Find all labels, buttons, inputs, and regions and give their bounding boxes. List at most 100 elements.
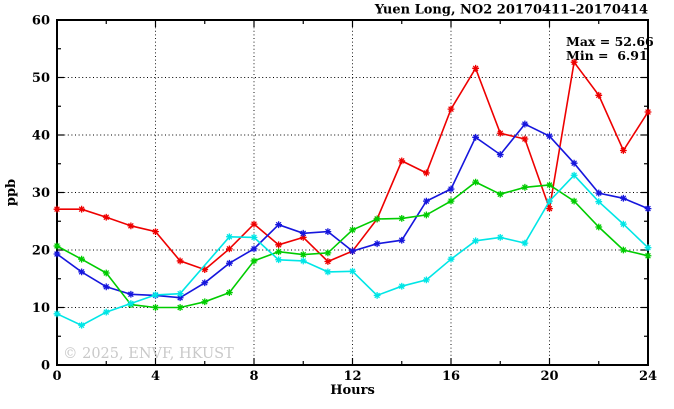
y-tick-label: 60 xyxy=(32,14,50,29)
data-point-marker xyxy=(127,222,135,230)
data-point-marker xyxy=(521,135,529,143)
data-point-marker xyxy=(78,268,86,276)
grid-lines xyxy=(57,20,648,365)
y-tick-labels: 0 10 20 30 40 50 60 xyxy=(32,14,50,374)
data-point-marker xyxy=(102,308,110,316)
data-point-marker xyxy=(225,289,233,296)
data-point-marker xyxy=(275,248,283,256)
x-tick-label: 20 xyxy=(540,369,558,384)
data-point-marker xyxy=(644,108,652,116)
data-point-marker xyxy=(176,290,184,298)
data-point-marker xyxy=(250,257,258,265)
data-point-marker xyxy=(521,239,529,247)
series-red xyxy=(53,58,652,273)
data-point-marker xyxy=(447,197,455,205)
data-point-marker xyxy=(570,171,578,179)
data-point-marker xyxy=(644,205,652,212)
y-axis-label: ppb xyxy=(4,179,19,206)
data-point-marker xyxy=(324,228,332,235)
data-point-marker xyxy=(176,304,184,311)
data-point-marker xyxy=(78,321,86,329)
data-point-marker xyxy=(422,211,430,219)
data-point-marker xyxy=(398,157,406,165)
data-point-marker xyxy=(595,91,603,99)
x-tick-label: 24 xyxy=(639,369,657,384)
y-tick-label: 40 xyxy=(32,129,50,144)
data-point-marker xyxy=(275,221,283,229)
data-point-marker xyxy=(570,58,578,66)
data-point-marker xyxy=(595,198,603,206)
data-point-marker xyxy=(447,105,455,113)
data-point-marker xyxy=(349,247,356,255)
data-point-marker xyxy=(53,250,61,258)
data-point-marker xyxy=(496,233,504,241)
y-tick-label: 30 xyxy=(32,186,50,201)
data-point-marker xyxy=(299,229,307,237)
x-tick-label: 4 xyxy=(151,369,160,384)
data-point-marker xyxy=(324,258,332,265)
data-point-marker xyxy=(398,282,406,290)
data-point-marker xyxy=(546,181,553,189)
data-point-marker xyxy=(152,228,159,235)
data-point-marker xyxy=(398,214,406,222)
data-point-marker xyxy=(53,242,61,250)
data-point-marker xyxy=(521,183,529,191)
data-point-marker xyxy=(299,257,307,265)
data-point-marker xyxy=(349,267,356,275)
data-point-marker xyxy=(496,129,504,137)
data-point-marker xyxy=(250,220,258,228)
data-point-marker xyxy=(619,194,627,202)
data-point-marker xyxy=(422,197,430,205)
data-point-marker xyxy=(299,233,307,241)
data-point-marker xyxy=(595,189,603,197)
min-annotation: Min = 6.91 xyxy=(566,48,648,63)
data-point-marker xyxy=(250,245,258,253)
data-point-marker xyxy=(546,205,553,212)
series-green xyxy=(53,178,652,311)
x-tick-label: 16 xyxy=(442,369,460,384)
data-point-marker xyxy=(102,283,110,291)
data-point-marker xyxy=(250,233,258,241)
data-point-marker xyxy=(619,220,627,228)
data-point-marker xyxy=(619,147,627,154)
data-point-marker xyxy=(176,294,184,302)
data-point-marker xyxy=(546,197,553,205)
data-point-marker xyxy=(324,249,332,257)
data-point-marker xyxy=(78,255,86,263)
data-point-marker xyxy=(472,64,480,72)
x-tick-label: 8 xyxy=(249,369,258,384)
data-point-marker xyxy=(78,205,86,213)
y-tick-label: 50 xyxy=(32,71,50,86)
data-point-marker xyxy=(201,266,209,273)
data-point-marker xyxy=(546,132,553,140)
data-point-marker xyxy=(201,279,209,287)
data-point-marker xyxy=(324,268,332,276)
data-point-marker xyxy=(496,190,504,198)
x-ticks xyxy=(56,20,649,365)
chart-title: Yuen Long, NO2 20170411–20170414 xyxy=(374,3,648,18)
y-tick-label: 20 xyxy=(32,244,50,259)
data-point-marker xyxy=(373,215,381,223)
data-point-marker xyxy=(447,255,455,263)
series-cyan xyxy=(53,171,652,329)
data-point-marker xyxy=(53,205,61,213)
data-point-marker xyxy=(225,259,233,267)
data-point-marker xyxy=(422,169,430,177)
data-point-marker xyxy=(349,226,356,234)
data-point-marker xyxy=(275,241,283,249)
data-point-marker xyxy=(644,252,652,260)
data-point-marker xyxy=(398,236,406,244)
data-point-marker xyxy=(472,133,480,141)
data-point-marker xyxy=(176,257,184,265)
data-point-marker xyxy=(152,291,159,299)
x-tick-label: 0 xyxy=(52,369,61,384)
data-point-marker xyxy=(570,159,578,167)
data-point-marker xyxy=(275,256,283,264)
data-point-marker xyxy=(496,151,504,158)
data-point-marker xyxy=(472,237,480,245)
y-tick-label: 10 xyxy=(32,301,50,316)
series-cyan-line xyxy=(56,174,649,327)
data-point-marker xyxy=(373,240,381,248)
data-point-marker xyxy=(595,223,603,231)
